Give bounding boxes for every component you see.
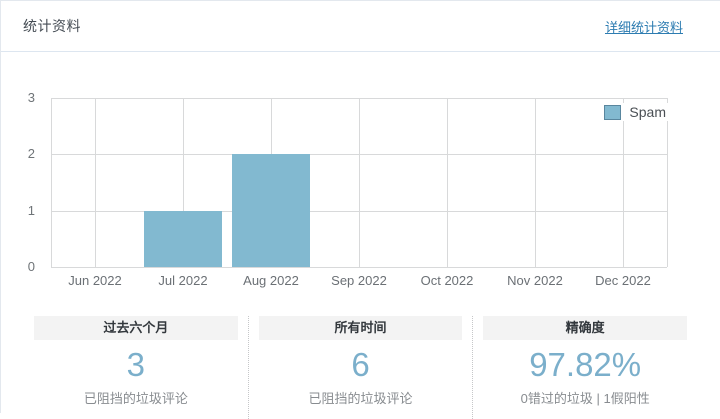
x-axis-label: Aug 2022	[243, 273, 299, 288]
x-axis-label: Oct 2022	[420, 273, 474, 288]
y-axis-label: 1	[27, 202, 35, 218]
y-axis-label: 3	[27, 90, 35, 105]
gridline-v	[359, 98, 360, 267]
stat-caption: 已阻挡的垃圾评论	[308, 391, 413, 406]
x-axis-label: Sep 2022	[331, 273, 387, 288]
bar-aug-2022	[232, 154, 310, 267]
panel-header: 统计资料 详细统计资料	[1, 1, 720, 52]
x-axis-label: Jun 2022	[68, 273, 122, 288]
stat-caption: 0错过的垃圾 | 1假阳性	[520, 391, 650, 406]
gridline-v	[183, 98, 184, 267]
stat-value: 6	[351, 346, 370, 383]
x-axis-label: Jul 2022	[158, 273, 208, 288]
stat-box-accuracy: 精确度 97.82% 0错过的垃圾 | 1假阳性	[473, 316, 697, 419]
stat-box-all-time: 所有时间 6 已阻挡的垃圾评论	[249, 316, 474, 419]
gridline-v	[95, 98, 96, 267]
gridline-h	[51, 267, 667, 268]
x-axis-label: Dec 2022	[595, 273, 651, 288]
gridline-v	[535, 98, 536, 267]
stat-label: 精确度	[483, 316, 688, 340]
gridline-v	[623, 98, 624, 267]
stat-value: 97.82%	[529, 346, 642, 383]
y-axis-label: 2	[27, 146, 35, 162]
stats-row: 过去六个月 3 已阻挡的垃圾评论 所有时间 6 已阻挡的垃圾评论 精确度 97.…	[24, 316, 697, 419]
stat-label: 所有时间	[258, 316, 463, 340]
stat-label: 过去六个月	[34, 316, 238, 340]
plot-border	[51, 98, 52, 267]
stat-caption: 已阻挡的垃圾评论	[83, 391, 188, 406]
bar-jul-2022	[144, 210, 222, 267]
stat-value: 3	[126, 346, 146, 383]
y-axis-label: 0	[27, 259, 35, 274]
spam-chart: Spam 0 1 2 3 Jun 2022 Jul 2022 Aug 2022 Sep 202…	[1, 52, 720, 302]
plot-border	[667, 98, 668, 267]
legend-spam-label: Spam	[629, 104, 666, 120]
gridline-v	[447, 98, 448, 267]
stat-box-six-months: 过去六个月 3 已阻挡的垃圾评论	[24, 316, 249, 419]
chart-legend: Spam	[602, 103, 668, 121]
x-axis-label: Nov 2022	[507, 273, 563, 288]
panel-title: 统计资料	[23, 18, 81, 34]
detailed-stats-link[interactable]: 详细统计资料	[604, 19, 683, 35]
legend-spam-swatch	[604, 104, 622, 120]
